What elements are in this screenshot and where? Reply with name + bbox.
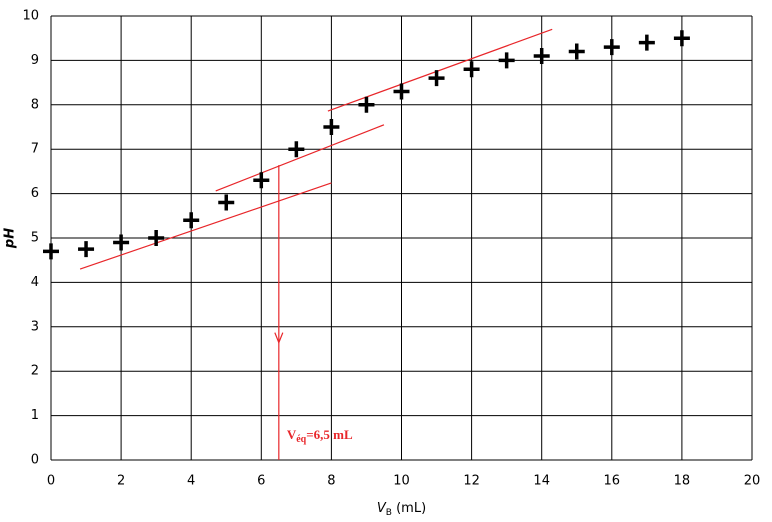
y-tick-label: 8 [31,97,39,112]
x-tick-label: 12 [463,474,480,489]
data-point [183,212,200,229]
construction-line [327,28,553,112]
y-tick-label: 5 [31,231,39,246]
data-point [43,243,59,260]
data-point [568,43,585,60]
annotation: Véq=6,5 mL [287,427,353,445]
data-point [288,141,305,158]
x-tick-label: 20 [744,474,761,489]
data-point [673,30,690,47]
data-point [638,34,655,51]
data-point [358,96,375,113]
y-axis-label: pH [3,228,18,249]
x-label-main: V [377,501,387,516]
data-point [253,172,270,189]
x-tick-label: 6 [257,474,265,489]
y-tick-label: 4 [31,275,39,290]
x-tick-label: 18 [674,474,691,489]
y-tick-label: 0 [31,453,39,468]
y-tick-label: 3 [31,319,39,334]
data-point [393,83,410,100]
y-tick-label: 1 [31,408,39,423]
data-point [428,70,445,87]
x-tick-label: 4 [187,474,195,489]
x-tick-label: 8 [327,474,335,489]
x-tick-label: 16 [604,474,621,489]
x-tick-label: 0 [47,474,55,489]
x-tick-label: 14 [533,474,550,489]
annotation-sub: éq [296,434,306,445]
data-point [533,47,550,64]
data-point [463,61,480,78]
y-tick-label: 10 [22,9,39,24]
arrow-head [274,332,284,345]
y-tick-label: 2 [31,364,39,379]
x-axis-label: VB (mL) [377,501,426,518]
construction-line [79,182,332,270]
y-tick-label: 9 [31,53,39,68]
x-tick-label: 2 [117,474,125,489]
annotation-main: V [287,427,297,442]
data-point [78,241,95,258]
data-point [603,39,620,56]
data-point [148,230,165,246]
annotation-rest: =6,5 mL [306,427,353,442]
construction-line [215,124,385,192]
y-tick-label: 7 [31,142,39,157]
y-tick-label: 6 [31,186,39,201]
data-point [323,119,340,135]
x-label-sub: B [386,508,392,518]
data-point [498,52,515,69]
x-label-rest: (mL) [392,501,426,516]
data-point [218,194,235,211]
x-tick-label: 10 [393,474,410,489]
data-point [113,234,130,251]
